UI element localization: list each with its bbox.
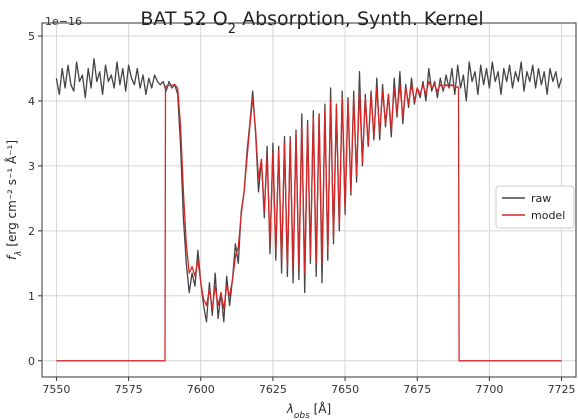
plot-frame bbox=[41, 22, 577, 378]
x-axis-label: λobs [Å] bbox=[286, 401, 331, 420]
y-tick-label: 1 bbox=[28, 290, 35, 303]
chart-title: BAT 52 O2 Absorption, Synth. Kernel bbox=[140, 8, 483, 37]
x-tick-label: 7600 bbox=[187, 383, 215, 396]
y-tick-label: 2 bbox=[28, 225, 35, 238]
x-tick-label: 7675 bbox=[403, 383, 431, 396]
x-tick-label: 7575 bbox=[115, 383, 143, 396]
legend: raw model bbox=[495, 185, 575, 229]
y-axis: 0 1 2 3 4 5 bbox=[28, 30, 42, 368]
y-tick-label: 3 bbox=[28, 160, 35, 173]
plot-area bbox=[55, 58, 563, 362]
x-axis: 7550 7575 7600 7625 7650 7675 7700 7725 bbox=[42, 377, 576, 396]
legend-label-model: model bbox=[531, 209, 565, 222]
y-axis-label: fλ [erg cm⁻² s⁻¹ Å⁻¹] bbox=[4, 140, 24, 260]
series-line-model bbox=[56, 80, 562, 362]
x-tick-label: 7650 bbox=[331, 383, 359, 396]
y-tick-label: 5 bbox=[28, 30, 35, 43]
x-tick-label: 7625 bbox=[259, 383, 287, 396]
x-tick-label: 7700 bbox=[475, 383, 503, 396]
y-tick-label: 0 bbox=[28, 355, 35, 368]
x-tick-label: 7725 bbox=[548, 383, 576, 396]
legend-label-raw: raw bbox=[531, 192, 551, 205]
y-tick-label: 4 bbox=[28, 95, 35, 108]
y-offset-text: 1e−16 bbox=[45, 15, 82, 28]
x-tick-label: 7550 bbox=[42, 383, 70, 396]
legend-box bbox=[495, 185, 575, 229]
